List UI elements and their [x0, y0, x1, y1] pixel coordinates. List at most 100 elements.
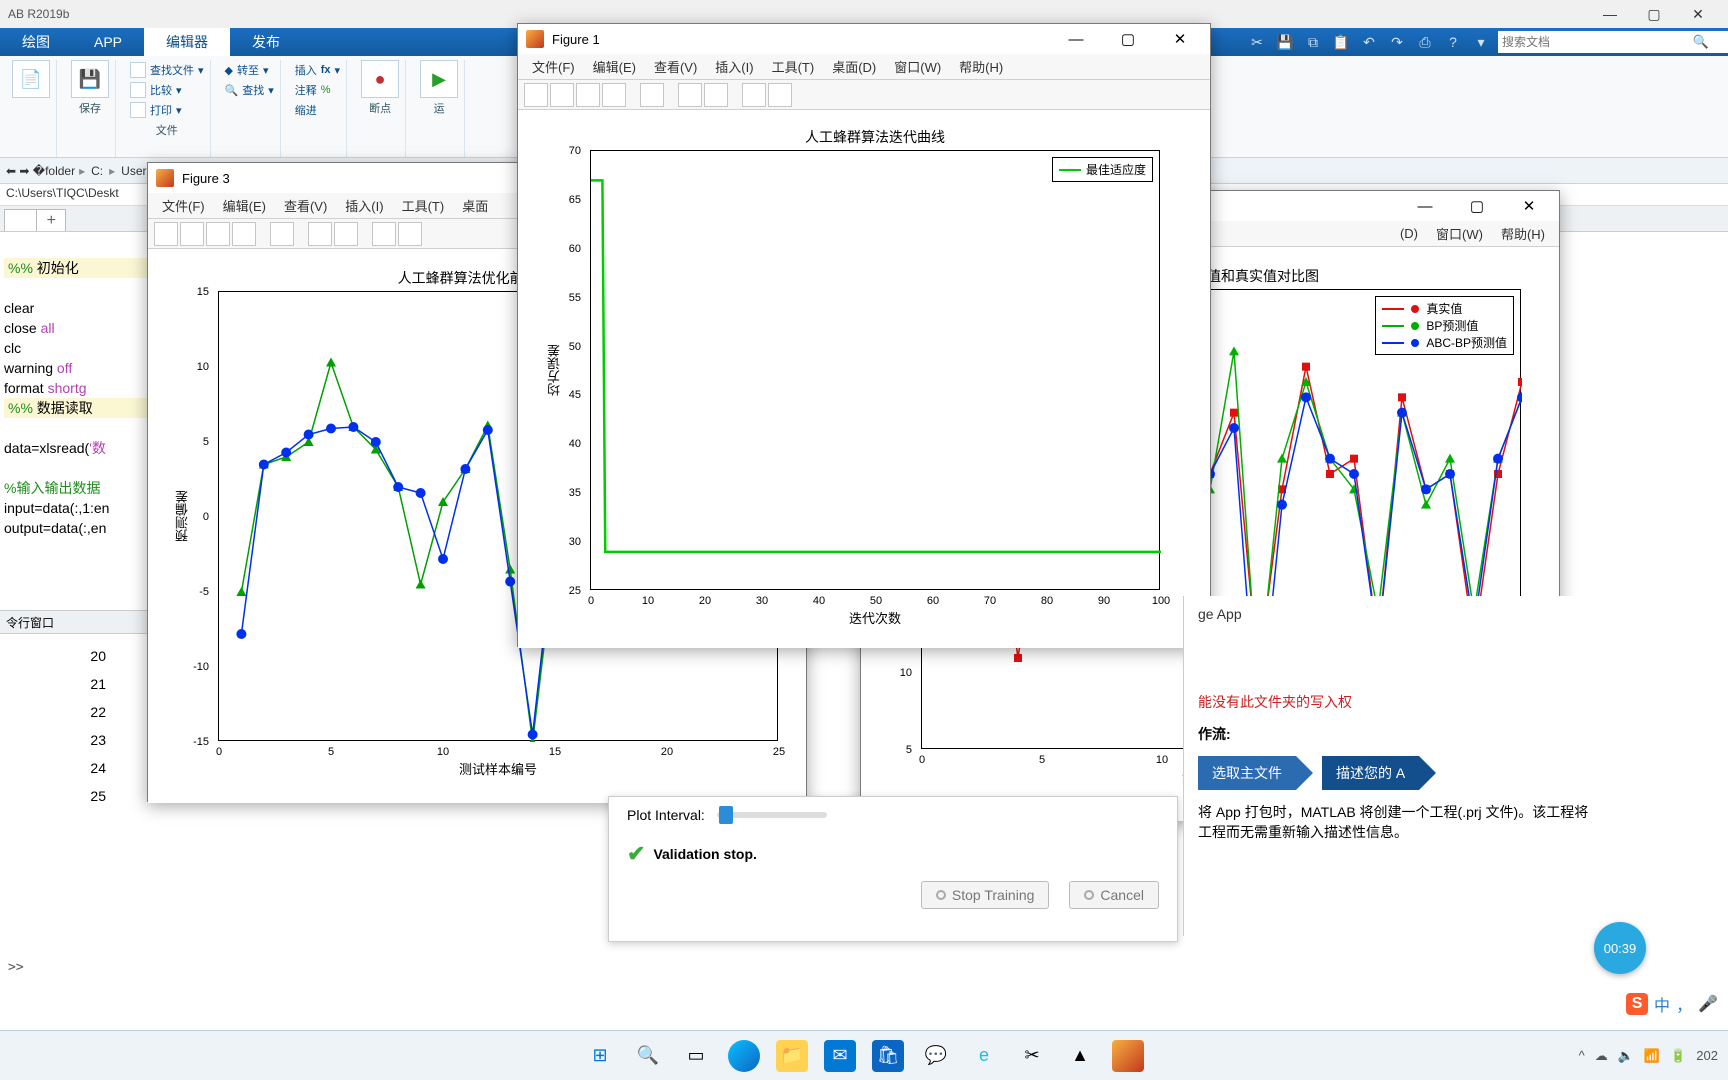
drive-seg[interactable]: C:: [89, 164, 105, 178]
layout1-icon[interactable]: [308, 222, 332, 246]
menu-item[interactable]: 插入(I): [707, 57, 761, 76]
prompt[interactable]: >>: [8, 960, 24, 975]
wifi-icon[interactable]: 📶: [1644, 1048, 1660, 1064]
tab-app[interactable]: APP: [72, 28, 144, 56]
explorer-icon[interactable]: 📁: [776, 1040, 808, 1072]
open-icon[interactable]: [550, 83, 574, 107]
menu-item[interactable]: 帮助(H): [1493, 224, 1553, 243]
print-icon[interactable]: [232, 222, 256, 246]
menu-item[interactable]: 帮助(H): [951, 57, 1011, 76]
tab-plot[interactable]: 绘图: [0, 28, 72, 56]
ie-icon[interactable]: e: [968, 1040, 1000, 1072]
fig1-close[interactable]: ✕: [1158, 24, 1202, 54]
paste-icon[interactable]: 📋: [1330, 31, 1352, 53]
new-icon[interactable]: 📄: [12, 60, 50, 98]
menu-item[interactable]: 插入(I): [337, 196, 391, 215]
cancel-button[interactable]: Cancel: [1069, 881, 1159, 909]
dropdown-icon[interactable]: ▾: [1470, 31, 1492, 53]
taskview-icon[interactable]: ▭: [680, 1040, 712, 1072]
onedrive-icon[interactable]: ☁: [1595, 1048, 1608, 1064]
maximize-button[interactable]: ▢: [1632, 0, 1676, 28]
pointer-icon[interactable]: [742, 83, 766, 107]
plot-interval-slider[interactable]: [717, 812, 827, 818]
app1-icon[interactable]: ▲: [1064, 1040, 1096, 1072]
snip-icon[interactable]: ✂: [1016, 1040, 1048, 1072]
fig2-close[interactable]: ✕: [1507, 191, 1551, 221]
save-icon[interactable]: 💾: [1274, 31, 1296, 53]
findfiles-button[interactable]: 查找文件▾: [130, 60, 204, 80]
help-icon[interactable]: ?: [1442, 31, 1464, 53]
new-icon[interactable]: [154, 222, 178, 246]
compare-button[interactable]: 比较▾: [130, 80, 182, 100]
battery-icon[interactable]: 🔋: [1670, 1048, 1686, 1064]
menu-item[interactable]: 窗口(W): [886, 57, 949, 76]
store-icon[interactable]: 🛍: [872, 1040, 904, 1072]
print-button[interactable]: 打印▾: [130, 100, 182, 120]
fig1-max[interactable]: ▢: [1106, 24, 1150, 54]
fig1-min[interactable]: —: [1054, 24, 1098, 54]
timer-bubble[interactable]: 00:39: [1594, 922, 1646, 974]
comment-row[interactable]: 注释 %: [295, 80, 331, 100]
clock[interactable]: 202: [1696, 1048, 1718, 1063]
tray-chevron-icon[interactable]: ^: [1579, 1048, 1585, 1063]
ime-indicator[interactable]: S 中，🎤: [1626, 992, 1718, 1016]
search-icon[interactable]: 🔍: [632, 1040, 664, 1072]
fig2-min[interactable]: —: [1403, 191, 1447, 221]
menu-item[interactable]: 窗口(W): [1428, 224, 1491, 243]
code-editor[interactable]: %% 初始化 clear close all clc warning off f…: [0, 256, 165, 556]
sound-icon[interactable]: 🔈: [1618, 1048, 1634, 1064]
menu-item[interactable]: (D): [1392, 226, 1426, 241]
new-icon[interactable]: [524, 83, 548, 107]
indent-row[interactable]: 缩进: [295, 100, 317, 120]
mail-icon[interactable]: ✉: [824, 1040, 856, 1072]
layout2-icon[interactable]: [334, 222, 358, 246]
pointer-icon[interactable]: [372, 222, 396, 246]
cut-icon[interactable]: ✂: [1246, 31, 1268, 53]
taskbar[interactable]: ⊞ 🔍 ▭ 📁 ✉ 🛍 💬 e ✂ ▲ ^ ☁ 🔈 📶 🔋 202: [0, 1030, 1728, 1080]
editor-tab-main[interactable]: [4, 209, 37, 231]
print-icon[interactable]: ⎙: [1414, 31, 1436, 53]
close-button[interactable]: ✕: [1676, 0, 1720, 28]
tab-editor[interactable]: 编辑器: [144, 28, 230, 56]
save-icon[interactable]: [576, 83, 600, 107]
save-big-icon[interactable]: 💾: [71, 60, 109, 98]
goto-button[interactable]: ◆转至▾: [225, 60, 269, 80]
chip-describe[interactable]: 描述您的 A: [1322, 756, 1419, 790]
menu-item[interactable]: 查看(V): [646, 57, 705, 76]
chip-select-main[interactable]: 选取主文件: [1198, 756, 1296, 790]
tile-icon[interactable]: [640, 83, 664, 107]
stop-training-button[interactable]: Stop Training: [921, 881, 1050, 909]
tab-publish[interactable]: 发布: [230, 28, 302, 56]
sogou-icon[interactable]: S: [1626, 993, 1648, 1015]
print-icon[interactable]: [602, 83, 626, 107]
tile-icon[interactable]: [270, 222, 294, 246]
fig1-menubar[interactable]: 文件(F)编辑(E)查看(V)插入(I)工具(T)桌面(D)窗口(W)帮助(H): [518, 54, 1210, 80]
layout2-icon[interactable]: [704, 83, 728, 107]
figure1-window[interactable]: Figure 1 — ▢ ✕ 文件(F)编辑(E)查看(V)插入(I)工具(T)…: [517, 23, 1211, 647]
find-button[interactable]: 🔍查找▾: [225, 80, 274, 100]
menu-item[interactable]: 编辑(E): [215, 196, 274, 215]
menu-item[interactable]: 桌面: [454, 196, 496, 215]
menu-item[interactable]: 查看(V): [276, 196, 335, 215]
fig1-toolbar[interactable]: [518, 80, 1210, 110]
rotate-icon[interactable]: [398, 222, 422, 246]
menu-item[interactable]: 桌面(D): [824, 57, 884, 76]
fig2-max[interactable]: ▢: [1455, 191, 1499, 221]
copy-icon[interactable]: ⧉: [1302, 31, 1324, 53]
undo-icon[interactable]: ↶: [1358, 31, 1380, 53]
start-icon[interactable]: ⊞: [584, 1040, 616, 1072]
insert-row[interactable]: 插入 fx ▾: [295, 60, 340, 80]
matlab-icon[interactable]: [1112, 1040, 1144, 1072]
menu-item[interactable]: 工具(T): [764, 57, 823, 76]
editor-tab-add[interactable]: +: [36, 209, 66, 231]
menu-item[interactable]: 编辑(E): [585, 57, 644, 76]
edge-icon[interactable]: [728, 1040, 760, 1072]
save-icon[interactable]: [206, 222, 230, 246]
open-icon[interactable]: [180, 222, 204, 246]
wechat-icon[interactable]: 💬: [920, 1040, 952, 1072]
breakpoint-icon[interactable]: ●: [361, 60, 399, 98]
search-icon[interactable]: 🔍: [1692, 34, 1710, 50]
redo-icon[interactable]: ↷: [1386, 31, 1408, 53]
search-input[interactable]: [1502, 35, 1692, 49]
menu-item[interactable]: 工具(T): [394, 196, 453, 215]
